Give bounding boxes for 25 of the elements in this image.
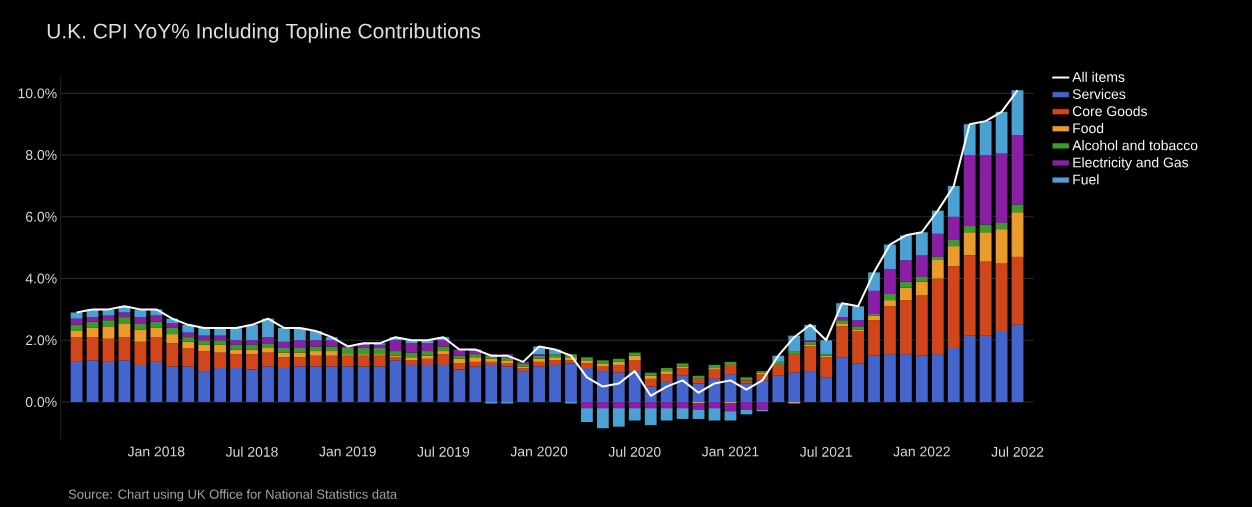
- y-tick-label: 4.0%: [25, 273, 57, 284]
- x-tick-label: Jan 2022: [893, 446, 950, 457]
- x-tick-label: Jan 2021: [701, 446, 759, 457]
- legend-label: Core Goods: [1072, 105, 1147, 117]
- x-tick-label: Jul 2018: [225, 446, 278, 457]
- x-tick-label: Jul 2019: [417, 446, 470, 457]
- x-tick-label: Jul 2022: [991, 446, 1044, 457]
- x-tick-label: Jan 2019: [319, 446, 376, 457]
- legend-label: Alcohol and tobacco: [1072, 140, 1198, 151]
- x-tick-label: Jan 2018: [127, 446, 185, 457]
- y-tick-label: 6.0%: [26, 211, 57, 222]
- chart-title: U.K. CPI YoY% Including Topline Contributions: [47, 23, 481, 43]
- y-tick-label: 8.0%: [25, 150, 57, 161]
- legend-label: Food: [1073, 123, 1104, 134]
- x-tick-label: Jul 2020: [608, 446, 661, 457]
- x-tick-label: Jul 2021: [799, 446, 852, 457]
- legend-label: Electricity and Gas: [1073, 157, 1189, 171]
- y-tick-label: 2.0%: [25, 335, 57, 346]
- legend-label: Fuel: [1073, 174, 1099, 185]
- y-tick-label: 10.0%: [18, 88, 57, 99]
- source-note: Source: Chart using UK Office for National Statistics data: [68, 489, 398, 502]
- legend-label: All items: [1072, 71, 1125, 83]
- y-tick-label: 0.0%: [25, 397, 57, 407]
- legend-label: Services: [1072, 88, 1126, 100]
- x-tick-label: Jan 2020: [510, 446, 568, 457]
